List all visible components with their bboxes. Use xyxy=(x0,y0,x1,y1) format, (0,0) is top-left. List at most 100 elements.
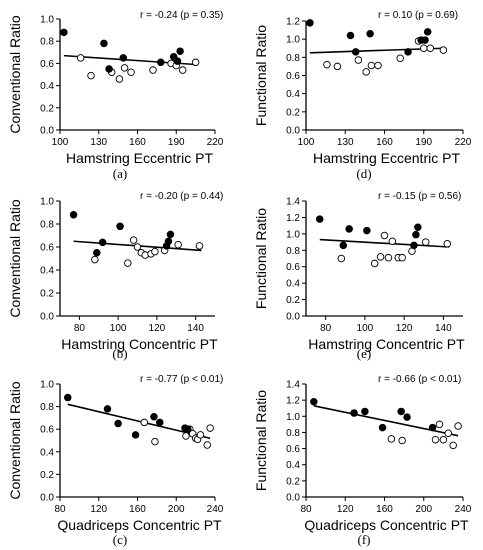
chart-1-open-point xyxy=(439,46,448,54)
chart-3-y-tick-label: 1.0 xyxy=(286,229,300,240)
chart-4-y-tick-label: 0.6 xyxy=(40,425,54,436)
chart-0-open-point xyxy=(120,64,129,72)
chart-4-filled-point xyxy=(150,413,158,421)
chart-1-x-tick-label: 100 xyxy=(298,137,315,148)
chart-2-filled-point xyxy=(93,248,101,257)
chart-4-stat-label: r = -0.77 (p < 0.01) xyxy=(140,374,223,385)
chart-0-filled-point xyxy=(176,47,184,55)
chart-2-x-axis-title: Hamstring Concentric PT xyxy=(61,336,218,352)
chart-3-open-point xyxy=(443,239,452,248)
chart-5-filled-point xyxy=(403,413,411,421)
chart-4-filled-point xyxy=(114,419,122,428)
chart-2-x-tick-label: 80 xyxy=(74,323,86,334)
chart-0-y-tick-label: 0.2 xyxy=(40,103,54,114)
chart-2-open-point xyxy=(133,243,142,251)
chart-3-open-point xyxy=(398,253,406,262)
chart-4-open-point xyxy=(182,432,190,440)
chart-1-open-point xyxy=(396,54,404,62)
chart-0-y-tick-label: 0.0 xyxy=(40,126,54,137)
chart-3-y-tick-label: 1.4 xyxy=(286,197,300,208)
chart-5: 0.0 0.2 0.4 0.6 0.8 1.0 1.2 1.4 80 120 160 200 240 Qu… xyxy=(253,374,472,547)
chart-4-open-point xyxy=(203,441,211,449)
chart-0-filled-point xyxy=(100,39,108,48)
chart-2-filled-point xyxy=(98,238,107,247)
chart-3-x-tick-label: 80 xyxy=(320,323,332,334)
chart-0-y-tick-label: 0.8 xyxy=(40,37,54,48)
chart-2: 0.0 0.2 0.4 0.6 0.8 1.0 80 100 120 140 Hamstring C… xyxy=(7,191,223,361)
chart-3-stat-label: r = -0.15 (p = 0.56) xyxy=(378,191,461,202)
chart-2-open-point xyxy=(91,255,99,264)
chart-4-open-point xyxy=(151,437,159,446)
chart-0-open-point xyxy=(149,66,157,74)
chart-0-filled-point xyxy=(105,65,113,73)
chart-5-filled-point xyxy=(428,423,437,432)
chart-4-y-tick-label: 0.2 xyxy=(40,470,54,481)
chart-4-x-tick-label: 80 xyxy=(54,504,66,515)
chart-2-open-point xyxy=(129,236,138,244)
chart-1-filled-point xyxy=(351,48,360,56)
chart-2-stat-label: r = -0.20 (p = 0.44) xyxy=(140,191,223,202)
chart-0: 0.0 0.2 0.4 0.6 0.8 1.0 100 130 160 190 220 Hamstri… xyxy=(7,10,224,181)
chart-0-open-point xyxy=(87,71,95,80)
chart-5-open-point xyxy=(449,441,457,450)
chart-3-filled-point xyxy=(410,241,418,250)
chart-5-filled-point xyxy=(361,407,369,416)
chart-2-open-point xyxy=(174,240,182,249)
chart-0-open-point xyxy=(115,75,124,83)
chart-1-filled-point xyxy=(346,31,355,40)
chart-1-y-tick-label: 0.4 xyxy=(286,89,300,100)
chart-0-x-tick-label: 130 xyxy=(90,137,107,148)
chart-2-x-tick-label: 100 xyxy=(110,323,127,334)
chart-1-open-point xyxy=(426,44,435,53)
chart-5-open-point xyxy=(444,429,453,437)
chart-0-y-tick-label: 0.4 xyxy=(40,81,54,92)
chart-2-panel-label: (b) xyxy=(112,346,127,361)
chart-3-filled-point xyxy=(363,226,371,235)
chart-3-open-point xyxy=(421,238,430,246)
chart-5-x-tick-label: 80 xyxy=(300,504,312,515)
chart-5-x-tick-label: 120 xyxy=(337,504,354,515)
chart-1-filled-point xyxy=(404,48,412,56)
chart-1: 0.0 0.2 0.4 0.6 0.8 1.0 1.2 100 130 160 190 220 Hams… xyxy=(253,10,472,181)
chart-2-y-tick-label: 1.0 xyxy=(40,197,54,208)
chart-4-open-point xyxy=(140,418,149,427)
chart-3-x-tick-label: 100 xyxy=(357,323,374,334)
chart-0-open-point xyxy=(191,58,200,67)
chart-2-filled-point xyxy=(69,211,78,219)
chart-1-open-point xyxy=(367,61,376,70)
chart-1-y-axis-title: Functional Ratio xyxy=(253,25,269,126)
chart-5-y-tick-label: 0.2 xyxy=(286,476,300,487)
chart-0-x-tick-label: 100 xyxy=(52,137,69,148)
chart-5-y-tick-label: 0.4 xyxy=(286,460,300,471)
chart-0-filled-point xyxy=(156,58,165,67)
chart-4-x-axis-title: Quadriceps Concentric PT xyxy=(57,517,222,533)
chart-5-filled-point xyxy=(378,423,387,432)
chart-3-open-point xyxy=(388,237,397,245)
chart-3-filled-point xyxy=(345,225,353,233)
chart-1-y-tick-label: 0.8 xyxy=(286,53,300,64)
chart-2-y-tick-label: 0.6 xyxy=(40,243,54,254)
chart-4-panel-label: (c) xyxy=(113,532,127,547)
chart-1-filled-point xyxy=(366,29,374,38)
chart-2-open-point xyxy=(151,247,159,256)
chart-1-panel-label: (d) xyxy=(356,166,371,181)
chart-0-filled-point xyxy=(119,54,128,62)
chart-1-filled-point xyxy=(421,36,429,44)
chart-3-filled-point xyxy=(315,215,324,223)
chart-1-y-tick-label: 1.2 xyxy=(286,17,300,28)
chart-5-y-tick-label: 0.6 xyxy=(286,444,300,455)
chart-0-filled-point xyxy=(60,28,68,37)
chart-0-x-tick-label: 160 xyxy=(129,137,146,148)
chart-1-x-tick-label: 190 xyxy=(415,137,432,148)
chart-1-open-point xyxy=(374,61,382,70)
chart-3-open-point xyxy=(376,253,385,261)
chart-3-open-point xyxy=(384,253,393,262)
chart-4-y-axis-title: Conventional Ratio xyxy=(7,381,23,500)
chart-1-open-point xyxy=(420,44,428,53)
chart-5-x-tick-label: 200 xyxy=(415,504,432,515)
chart-3-open-point xyxy=(337,254,346,263)
chart-3-filled-point xyxy=(414,223,422,232)
chart-1-x-tick-label: 220 xyxy=(455,137,472,148)
chart-5-open-point xyxy=(454,422,462,430)
chart-3-open-point xyxy=(370,259,379,268)
